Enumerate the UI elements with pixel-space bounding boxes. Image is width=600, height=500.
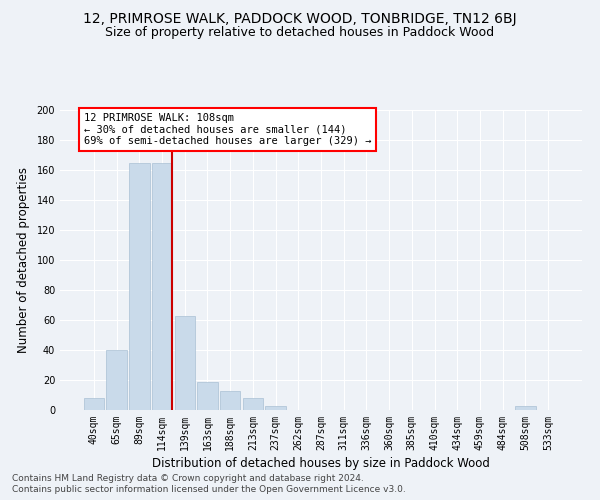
- Y-axis label: Number of detached properties: Number of detached properties: [17, 167, 29, 353]
- Text: Contains HM Land Registry data © Crown copyright and database right 2024.: Contains HM Land Registry data © Crown c…: [12, 474, 364, 483]
- Text: 12 PRIMROSE WALK: 108sqm
← 30% of detached houses are smaller (144)
69% of semi-: 12 PRIMROSE WALK: 108sqm ← 30% of detach…: [84, 113, 371, 146]
- Bar: [152, 162, 172, 410]
- Bar: [175, 316, 195, 410]
- Bar: [242, 398, 263, 410]
- Bar: [106, 350, 127, 410]
- Bar: [220, 390, 241, 410]
- Text: Size of property relative to detached houses in Paddock Wood: Size of property relative to detached ho…: [106, 26, 494, 39]
- Text: Contains public sector information licensed under the Open Government Licence v3: Contains public sector information licen…: [12, 485, 406, 494]
- Bar: [197, 382, 218, 410]
- Bar: [515, 406, 536, 410]
- Text: 12, PRIMROSE WALK, PADDOCK WOOD, TONBRIDGE, TN12 6BJ: 12, PRIMROSE WALK, PADDOCK WOOD, TONBRID…: [83, 12, 517, 26]
- X-axis label: Distribution of detached houses by size in Paddock Wood: Distribution of detached houses by size …: [152, 457, 490, 470]
- Bar: [84, 398, 104, 410]
- Bar: [129, 162, 149, 410]
- Bar: [265, 406, 286, 410]
